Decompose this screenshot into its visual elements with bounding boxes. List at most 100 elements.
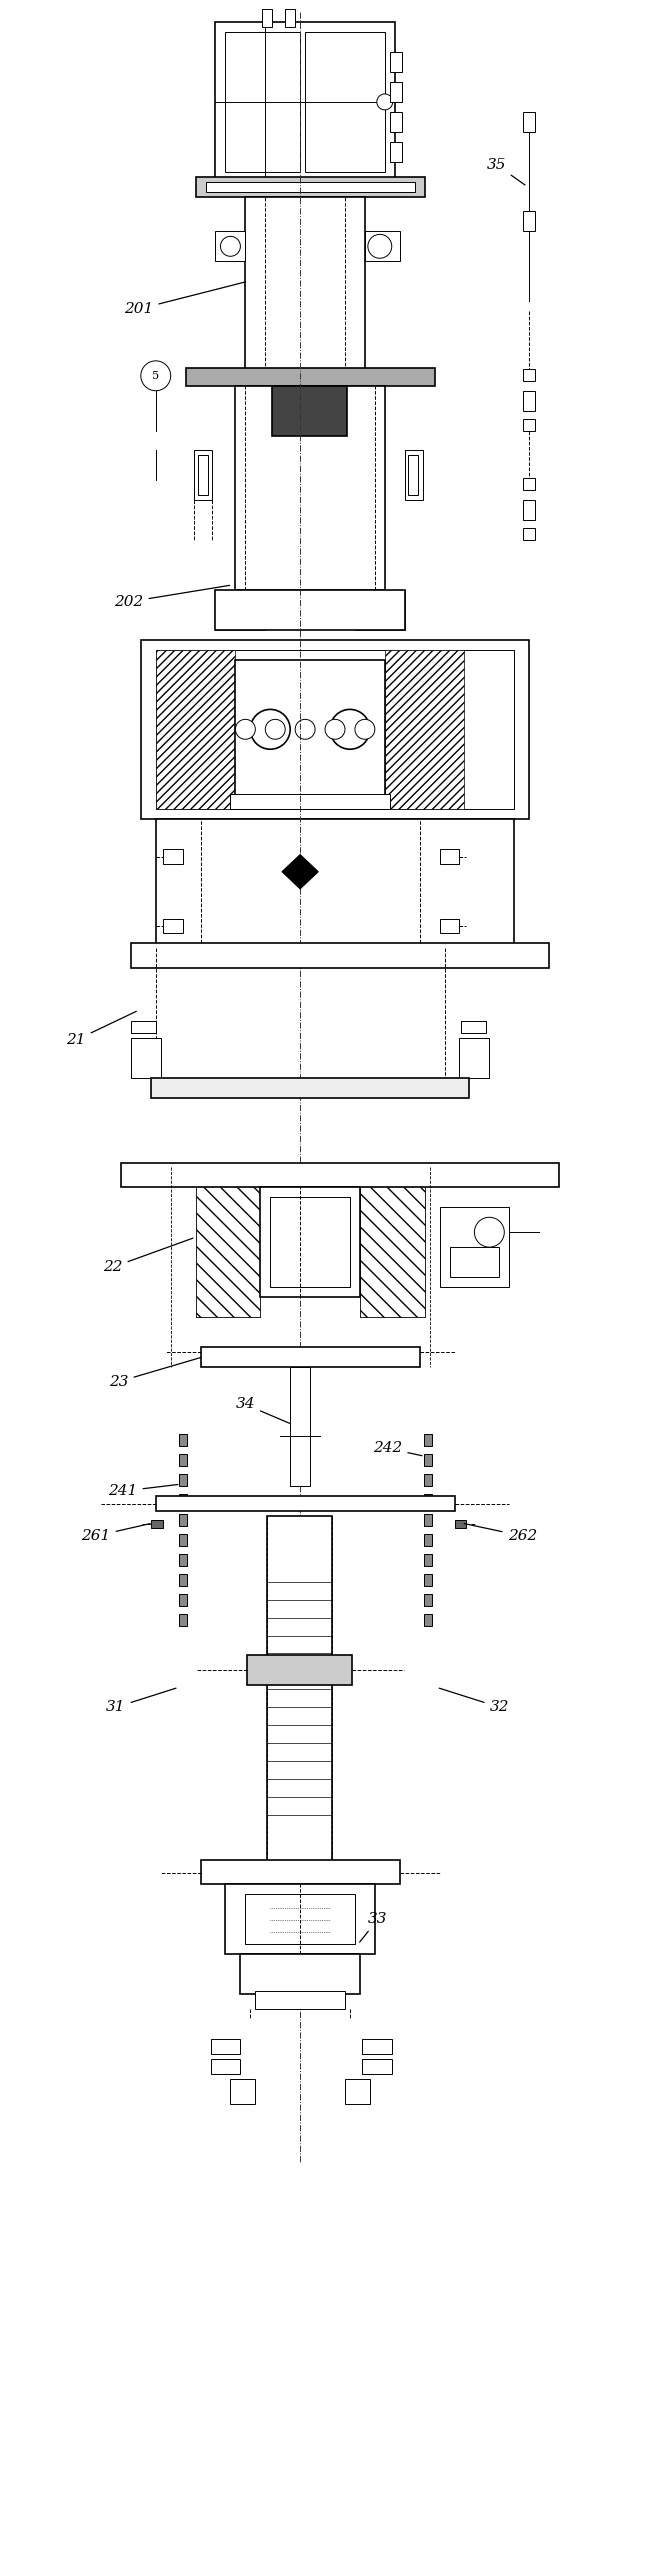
- Bar: [141, 639, 529, 819]
- Bar: [235, 385, 385, 590]
- Bar: [216, 231, 245, 262]
- Circle shape: [295, 719, 315, 739]
- Circle shape: [355, 719, 375, 739]
- Bar: [230, 793, 390, 809]
- Text: 261: 261: [81, 1525, 150, 1543]
- Bar: [155, 1497, 454, 1512]
- Bar: [440, 850, 460, 863]
- Circle shape: [325, 719, 345, 739]
- Bar: [423, 1574, 431, 1586]
- Bar: [385, 649, 464, 809]
- Bar: [255, 1992, 345, 2010]
- Text: 34: 34: [236, 1396, 289, 1422]
- Bar: [226, 33, 300, 172]
- Bar: [362, 2038, 392, 2054]
- Bar: [450, 1248, 499, 1276]
- Bar: [163, 919, 183, 934]
- Circle shape: [368, 234, 392, 259]
- Bar: [163, 850, 183, 863]
- Bar: [196, 1189, 261, 1317]
- Bar: [245, 1894, 355, 1943]
- Bar: [523, 370, 535, 380]
- Bar: [523, 210, 535, 231]
- Bar: [155, 649, 235, 809]
- Bar: [423, 1435, 431, 1445]
- Bar: [523, 418, 535, 431]
- Bar: [151, 1520, 163, 1527]
- Text: 21: 21: [66, 1011, 136, 1047]
- Bar: [460, 1037, 489, 1078]
- Bar: [440, 1206, 509, 1286]
- Bar: [423, 1455, 431, 1466]
- Bar: [523, 477, 535, 490]
- Bar: [206, 182, 415, 193]
- Bar: [290, 1366, 310, 1486]
- Bar: [230, 2079, 255, 2102]
- Bar: [390, 82, 402, 103]
- Polygon shape: [282, 855, 318, 888]
- Text: 31: 31: [106, 1689, 176, 1715]
- Bar: [235, 660, 385, 798]
- Bar: [200, 1859, 400, 1884]
- Bar: [121, 1163, 559, 1189]
- Bar: [216, 23, 395, 182]
- Bar: [179, 1574, 187, 1586]
- Bar: [270, 1196, 350, 1286]
- Circle shape: [377, 95, 393, 110]
- Circle shape: [251, 708, 290, 750]
- Text: 202: 202: [114, 585, 230, 608]
- Bar: [245, 198, 365, 370]
- Text: 22: 22: [103, 1237, 193, 1273]
- Bar: [155, 649, 515, 809]
- Circle shape: [141, 362, 171, 390]
- Bar: [345, 2079, 370, 2102]
- Bar: [440, 919, 460, 934]
- Bar: [267, 1517, 332, 1864]
- Bar: [151, 1078, 470, 1099]
- Bar: [196, 1189, 261, 1317]
- Bar: [179, 1494, 187, 1507]
- Circle shape: [220, 236, 241, 257]
- Bar: [405, 449, 423, 501]
- Bar: [198, 454, 208, 495]
- Bar: [390, 141, 402, 162]
- Bar: [423, 1494, 431, 1507]
- Bar: [179, 1615, 187, 1625]
- Bar: [423, 1553, 431, 1566]
- Bar: [131, 1037, 161, 1078]
- Bar: [423, 1473, 431, 1486]
- Bar: [216, 590, 405, 629]
- Bar: [523, 390, 535, 411]
- Text: 33: 33: [360, 1912, 387, 1943]
- Text: 242: 242: [373, 1440, 422, 1455]
- Bar: [423, 1594, 431, 1607]
- Bar: [285, 10, 295, 28]
- Bar: [423, 1615, 431, 1625]
- Text: 35: 35: [486, 157, 525, 185]
- Bar: [523, 529, 535, 539]
- Text: 201: 201: [124, 282, 246, 316]
- Circle shape: [474, 1217, 505, 1248]
- Bar: [360, 1189, 425, 1317]
- Bar: [272, 385, 347, 436]
- Bar: [523, 113, 535, 131]
- Text: 23: 23: [109, 1358, 201, 1389]
- Bar: [247, 1656, 352, 1687]
- Text: 32: 32: [440, 1689, 509, 1715]
- Bar: [226, 1884, 375, 1953]
- Bar: [305, 33, 385, 172]
- Bar: [423, 1535, 431, 1545]
- Bar: [408, 454, 417, 495]
- Circle shape: [265, 719, 285, 739]
- Bar: [241, 1953, 360, 1995]
- Bar: [365, 231, 400, 262]
- Bar: [179, 1455, 187, 1466]
- Bar: [179, 1435, 187, 1445]
- Bar: [454, 1520, 466, 1527]
- Bar: [390, 51, 402, 72]
- Bar: [210, 2038, 241, 2054]
- Bar: [179, 1594, 187, 1607]
- Bar: [196, 177, 425, 198]
- Bar: [131, 1022, 155, 1032]
- Bar: [216, 590, 265, 629]
